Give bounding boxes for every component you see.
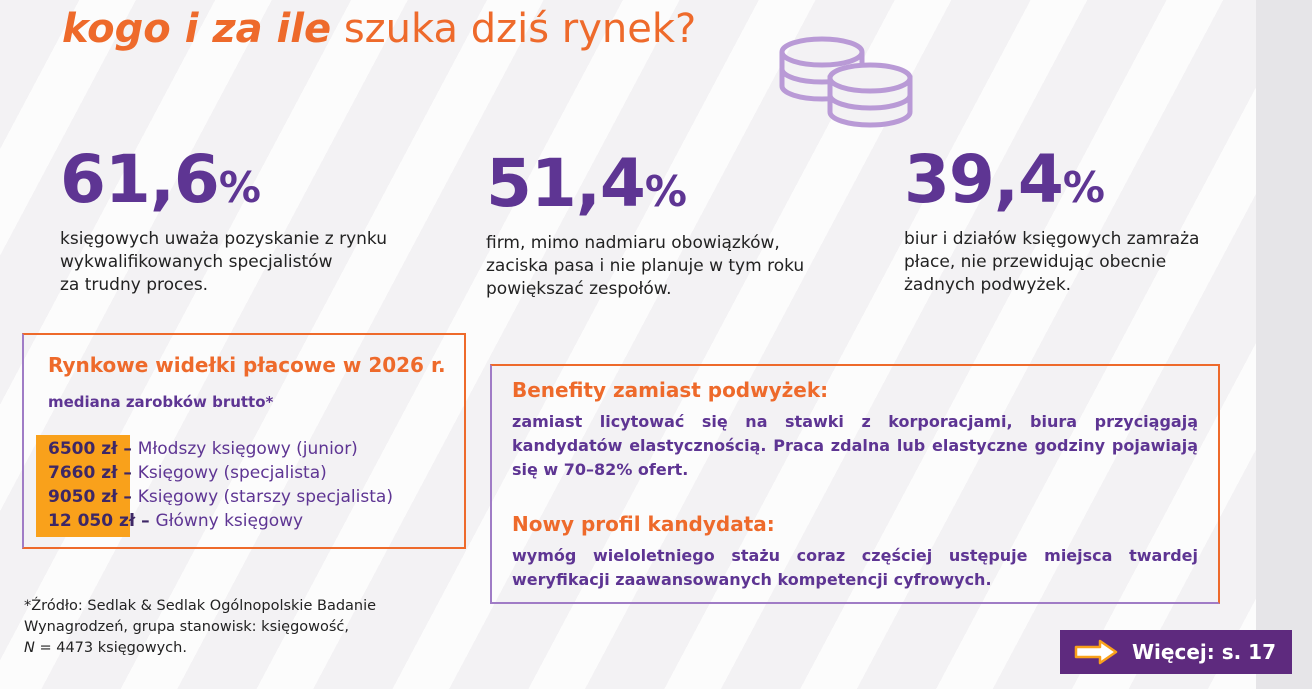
stat-1: 61,6% księgowych uważa pozyskanie z rynk… xyxy=(60,144,387,297)
stat-3-value: 39,4% xyxy=(904,141,1105,218)
page-title: kogo i za ile szuka dziś rynek? xyxy=(62,4,696,54)
salary-row: 12 050 zł – Główny księgowy xyxy=(48,511,304,531)
salary-row: 6500 zł – Młodszy księgowy (junior) xyxy=(48,439,358,459)
salary-row: 9050 zł – Księgowy (starszy specjalista) xyxy=(48,487,393,507)
arrow-right-icon xyxy=(1074,639,1118,665)
title-rest: szuka dziś rynek? xyxy=(343,6,697,52)
stat-1-value: 61,6% xyxy=(60,141,261,218)
profile-heading: Nowy profil kandydata: xyxy=(512,512,775,536)
source-note: *Źródło: Sedlak & Sedlak Ogólnopolskie B… xyxy=(24,598,377,656)
stat-2-value: 51,4% xyxy=(486,145,687,222)
info-box: Benefity zamiast podwyżek: zamiast licyt… xyxy=(490,364,1220,604)
stat-2: 51,4% firm, mimo nadmiaru obowiązków, za… xyxy=(486,148,804,301)
stat-2-description: firm, mimo nadmiaru obowiązków, zaciska … xyxy=(486,233,805,299)
coins-icon xyxy=(779,36,913,128)
benefits-heading: Benefity zamiast podwyżek: xyxy=(512,378,829,402)
right-edge-strip xyxy=(1256,0,1312,689)
salary-heading: Rynkowe widełki płacowe w 2026 r. xyxy=(48,353,446,377)
stat-3-description: biur i działów księgowych zamraża płace,… xyxy=(904,229,1200,295)
salary-row: 7660 zł – Księgowy (specjalista) xyxy=(48,463,327,483)
salary-subheading: mediana zarobków brutto* xyxy=(48,393,274,411)
benefits-text: zamiast licytować się na stawki z korpor… xyxy=(512,412,1198,479)
title-emphasis: kogo i za ile xyxy=(62,6,332,52)
salary-list: 6500 zł – Młodszy księgowy (junior) 7660… xyxy=(48,437,393,533)
more-button-label: Więcej: s. 17 xyxy=(1132,640,1277,664)
stat-3: 39,4% biur i działów księgowych zamraża … xyxy=(904,144,1199,297)
stat-1-description: księgowych uważa pozyskanie z rynku wykw… xyxy=(60,229,388,295)
salary-box: Rynkowe widełki płacowe w 2026 r. median… xyxy=(22,333,466,549)
profile-text: wymóg wieloletniego stażu coraz częściej… xyxy=(512,546,1198,589)
amount-highlight xyxy=(36,435,130,537)
more-button[interactable]: Więcej: s. 17 xyxy=(1060,630,1292,674)
